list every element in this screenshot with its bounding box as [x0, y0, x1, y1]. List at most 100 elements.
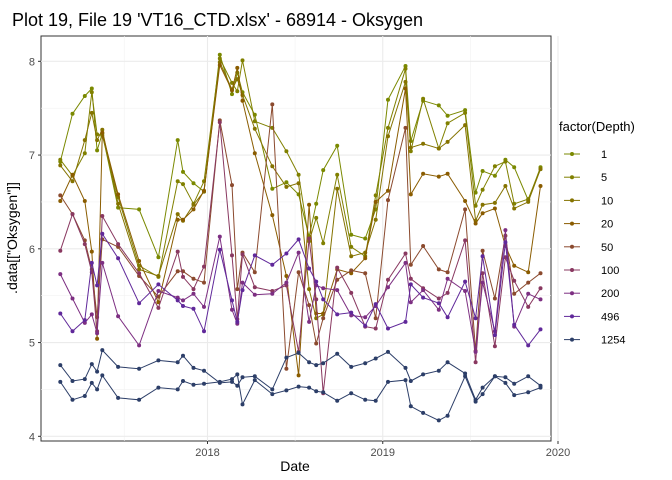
data-point [436, 418, 441, 423]
data-point [307, 319, 312, 324]
data-point [202, 304, 206, 309]
legend-item-10: 10 [564, 195, 613, 207]
data-point [89, 362, 94, 367]
series-depth-496 [58, 231, 543, 348]
data-point [473, 360, 478, 365]
data-point [137, 271, 142, 276]
data-point [480, 211, 485, 216]
data-point [95, 387, 100, 392]
data-point [307, 360, 312, 365]
data-point [307, 202, 312, 207]
data-point [217, 52, 222, 57]
data-point [235, 77, 240, 82]
data-point [473, 399, 478, 404]
y-axis-ticks: 4 5 6 7 8 [29, 56, 41, 443]
data-point [512, 322, 517, 327]
data-point [363, 397, 368, 402]
data-point [335, 143, 340, 148]
data-point [363, 315, 368, 320]
data-point [512, 263, 517, 268]
data-point [296, 237, 301, 242]
data-point [175, 387, 180, 392]
data-point [492, 333, 497, 338]
data-point [240, 288, 245, 293]
data-point [526, 270, 531, 275]
data-point [156, 294, 161, 299]
data-point [373, 398, 378, 403]
data-point [82, 318, 87, 323]
y-axis-title: .data[["Oksygen"]] [4, 182, 20, 294]
data-point [492, 164, 497, 169]
data-point [296, 250, 301, 255]
data-point [408, 262, 413, 267]
legend-label: 1254 [601, 335, 625, 347]
data-point [95, 369, 100, 374]
data-point [473, 221, 478, 226]
data-point [70, 329, 75, 334]
data-point [445, 360, 450, 365]
data-point [156, 282, 161, 287]
legend-item-100: 100 [564, 265, 619, 277]
data-point [335, 265, 340, 270]
data-point [58, 379, 63, 384]
data-point [363, 271, 368, 276]
data-point [191, 306, 196, 311]
data-point [403, 251, 408, 256]
data-point [307, 287, 312, 292]
data-point [503, 255, 508, 260]
data-point [284, 274, 289, 278]
data-point [235, 319, 240, 324]
legend-key-point [570, 221, 574, 226]
data-point [270, 102, 275, 107]
data-point [235, 383, 240, 388]
data-point [349, 313, 354, 318]
legend-key-point [570, 152, 574, 156]
data-point [137, 343, 142, 348]
legend-label: 10 [601, 195, 613, 207]
data-point [403, 260, 408, 265]
legend-key-point [570, 268, 574, 272]
data-point [240, 280, 245, 285]
legend-label: 1 [601, 149, 607, 161]
legend-label: 50 [601, 242, 613, 254]
data-point [503, 375, 508, 380]
data-point [175, 249, 180, 254]
data-point [58, 363, 63, 368]
data-point [349, 364, 354, 369]
data-point [284, 283, 289, 288]
series-line [59, 54, 541, 260]
data-point [58, 193, 63, 198]
x-tick-label: 2020 [546, 447, 570, 459]
data-point [314, 201, 319, 206]
data-point [175, 212, 180, 217]
data-point [89, 90, 94, 95]
legend-label: 200 [601, 288, 619, 300]
data-point [284, 388, 289, 393]
data-point [463, 289, 468, 293]
data-point [235, 287, 240, 292]
legend-title: factor(Depth) [559, 119, 635, 134]
data-point [503, 380, 508, 385]
data-point [270, 186, 275, 191]
data-point [235, 372, 240, 377]
data-point [230, 253, 234, 258]
legend-key-point [570, 244, 574, 249]
data-point [175, 269, 180, 274]
series-line [59, 56, 541, 278]
data-point [321, 316, 326, 321]
data-point [175, 217, 180, 222]
data-point [137, 397, 142, 402]
data-point [386, 285, 390, 290]
legend-item-1: 1 [564, 149, 607, 161]
data-point [463, 374, 468, 379]
data-point [445, 113, 450, 118]
data-point [100, 231, 105, 236]
data-point [296, 384, 301, 389]
data-point [480, 385, 485, 390]
data-point [230, 183, 234, 188]
data-point [284, 366, 289, 371]
data-point [116, 192, 121, 197]
data-point [191, 365, 196, 370]
data-point [335, 288, 340, 293]
data-point [270, 262, 275, 267]
